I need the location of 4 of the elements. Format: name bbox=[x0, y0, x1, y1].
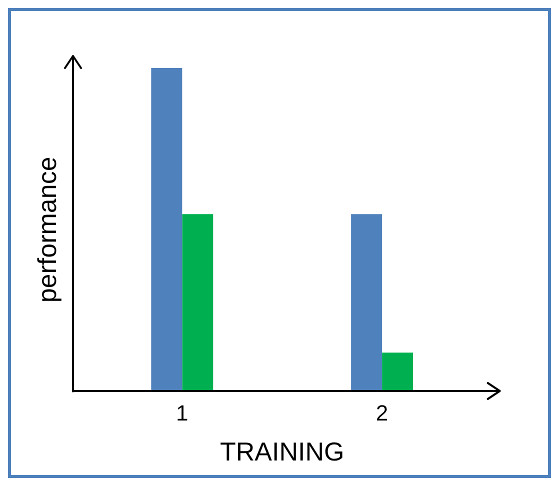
x-tick-label: 1 bbox=[176, 400, 188, 426]
y-axis-title: performance bbox=[32, 156, 62, 303]
x-axis-title: TRAINING bbox=[220, 436, 344, 467]
x-tick-label: 2 bbox=[376, 400, 388, 426]
